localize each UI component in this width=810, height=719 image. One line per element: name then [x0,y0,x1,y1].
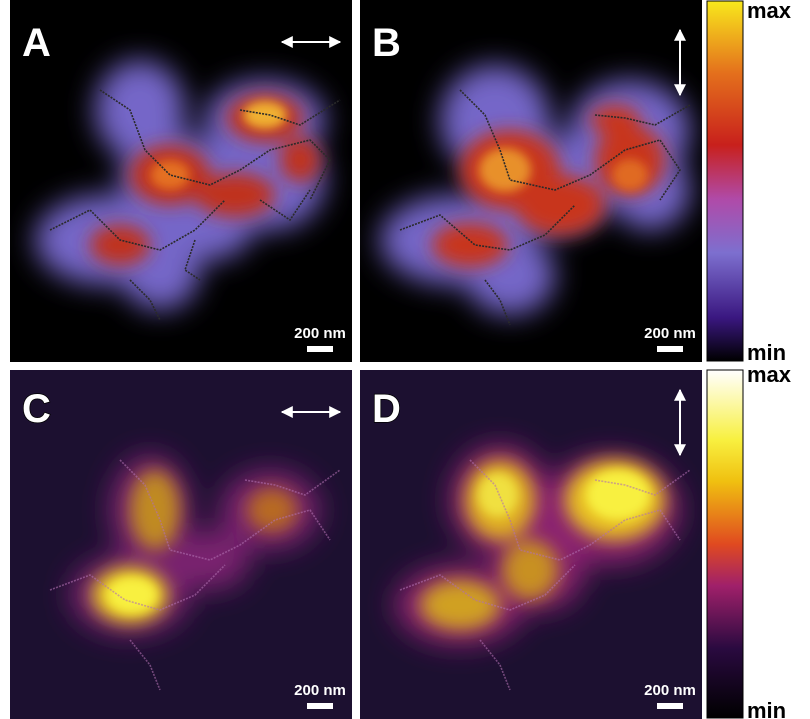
scale-bar-label: 200 nm [644,325,696,342]
panel-label: D [372,387,401,431]
colorbar-max: max [747,0,792,23]
scale-bar-label: 200 nm [294,682,346,699]
panel-c: C 200 nm [10,370,352,719]
scale-bar [657,346,683,352]
panel-label: B [372,21,401,65]
scale-bar [657,703,683,709]
panel-a: A 200 nm [10,0,352,362]
figure: A 200 nm B 200 nm [0,0,810,719]
panel-label: C [22,387,51,431]
colorbar [707,370,743,718]
panel-d: D 200 nm [360,370,702,719]
panel-label: A [22,21,51,65]
colorbar-min: min [747,698,786,719]
hot-spot [107,577,157,613]
scale-bar-label: 200 nm [294,325,346,342]
panel-b: B 200 nm [360,0,702,362]
scale-bar-label: 200 nm [644,682,696,699]
colorbar [707,1,743,361]
scale-bar [307,346,333,352]
colorbar-max: max [747,362,792,387]
scale-bar [307,703,333,709]
